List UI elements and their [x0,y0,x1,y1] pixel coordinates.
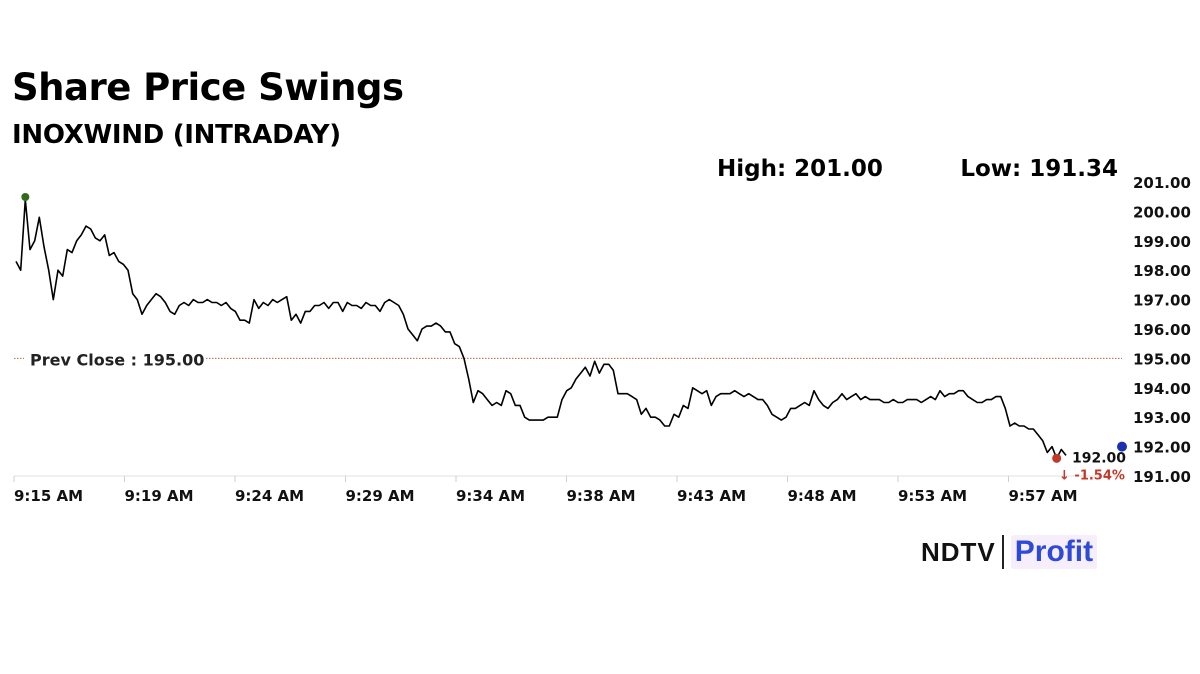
y-tick-label: 194.00 [1133,380,1191,398]
y-tick-label: 201.00 [1133,174,1191,192]
y-tick-label: 192.00 [1133,439,1191,457]
prev-close-label: Prev Close : 195.00 [30,350,204,369]
x-axis-ticks: 9:15 AM 9:19 AM 9:24 AM 9:29 AM 9:34 AM 9:38 … [13,476,1078,505]
high-point-marker [21,193,30,201]
y-tick-label: 191.00 [1133,468,1191,486]
y-tick-label: 193.00 [1133,409,1191,427]
day-low-value: Low: 191.34 [960,156,1118,182]
y-tick-label: 195.00 [1133,350,1191,368]
brand-divider [1001,535,1004,569]
chart-subtitle: INOXWIND (INTRADAY) [12,120,341,150]
brand-secondary: Profit [1010,535,1098,569]
brand-primary: NDTV [921,536,996,567]
brand-logo: NDTV Profit [921,532,1098,572]
price-series-line [15,198,1067,460]
x-tick-label: 9:24 AM [235,487,304,505]
prev-close-label-bg [24,348,206,369]
x-tick-label: 9:43 AM [677,487,746,505]
end-marker [1117,441,1127,452]
y-tick-label: 196.00 [1133,321,1191,339]
last-price-label: 192.00 [1072,451,1126,467]
x-tick-label: 9:29 AM [346,487,415,505]
y-tick-label: 197.00 [1133,292,1191,310]
y-tick-label: 198.00 [1133,262,1191,280]
day-high-value: High: 201.00 [717,156,883,182]
y-tick-label: 200.00 [1133,203,1191,221]
y-axis-ticks: 201.00 200.00 199.00 198.00 197.00 196.00 195.… [1133,174,1191,486]
x-tick-label: 9:15 AM [14,487,83,505]
x-tick-label: 9:57 AM [1009,487,1078,505]
x-tick-label: 9:38 AM [567,487,636,505]
y-tick-label: 199.00 [1133,233,1191,251]
x-tick-label: 9:19 AM [125,487,194,505]
x-tick-label: 9:48 AM [788,487,857,505]
x-tick-label: 9:34 AM [456,487,525,505]
x-tick-label: 9:53 AM [898,487,967,505]
chart-title: Share Price Swings [12,66,404,109]
last-price-marker [1052,453,1062,463]
price-change-label: ↓ -1.54% [1059,469,1125,484]
